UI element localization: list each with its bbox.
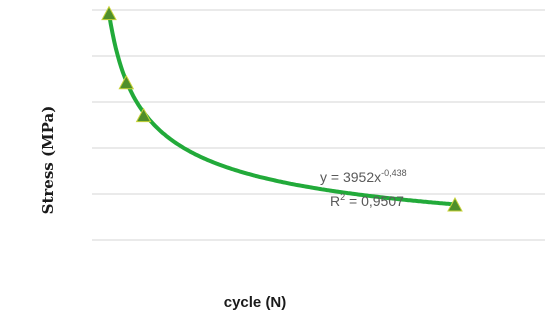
grid-lines bbox=[92, 9, 545, 241]
trendline bbox=[107, 11, 457, 207]
data-point bbox=[101, 5, 117, 21]
x-axis-label: cycle (N) bbox=[224, 294, 287, 311]
equation-label: y = 3952x-0,438 bbox=[320, 168, 407, 185]
y-axis-label: Stress (MPa) bbox=[39, 106, 57, 215]
data-points bbox=[101, 5, 463, 212]
data-point bbox=[447, 196, 463, 212]
data-point bbox=[118, 74, 135, 90]
r-squared-label: R2 = 0,9507 bbox=[330, 192, 404, 209]
data-point bbox=[135, 107, 152, 123]
